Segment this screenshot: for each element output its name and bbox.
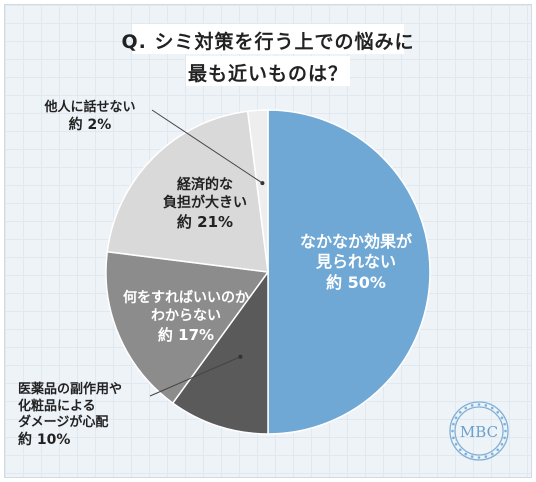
leader-line-4 [151,109,263,184]
logo-dot-3 [496,448,500,452]
chart-title-line-2: 最も近いものは？ [187,63,348,85]
slice-label-1: 医薬品の副作用や 化粧品による ダメージが心配 約 10% [18,382,148,450]
slice-label-4-pct: 約 2% [68,116,112,133]
pie-slice-2 [105,250,270,405]
title-highlight-1 [132,24,404,54]
slice-label-4: 他人に話せない 約 2% [30,100,150,135]
logo-dot-11 [452,436,455,440]
slice-label-2-line-1: わからない [151,307,221,324]
pie-slice-4 [246,109,269,273]
slice-label-2: 何をすればいいのか わからない 約 17% [106,290,266,345]
logo-dot-1 [503,436,506,440]
logo-dot-5 [484,455,488,458]
chart-title-line-1: Q. シミ対策を行う上での悩みに [121,31,415,53]
slice-label-1-line-2: ダメージが心配 [18,415,109,431]
slice-label-1-line-1: 化粧品による [18,398,96,414]
logo-dot-6 [477,456,481,459]
slice-label-3: 経済的な 負担が大きい 約 21% [140,177,270,232]
leader-dot-4 [260,181,265,186]
slice-label-1-line-0: 医薬品の副作用や [18,382,123,397]
logo-dot-18 [477,403,481,406]
slice-label-0: なかなか効果が 見られない 約 50% [286,232,426,293]
slice-label-2-line-0: 何をすればいいのか [123,290,249,306]
slice-label-3-line-0: 経済的な [177,177,233,193]
logo-dot-22 [500,416,504,420]
logo-dot-12 [451,429,454,433]
mbc-logo: MBC [449,401,509,461]
logo-dot-19 [484,404,488,407]
logo-dot-7 [470,455,474,458]
logo-dot-0 [504,429,507,433]
slice-label-0-line-1: 見られない [315,252,396,272]
logo-dot-13 [452,422,455,426]
pie-slice-1 [171,269,269,435]
leader-line-1 [149,356,241,397]
slice-label-2-pct: 約 17% [157,325,215,344]
logo-dot-4 [490,452,494,456]
leader-dot-1 [238,354,243,359]
slice-label-0-line-0: なかなか効果が [299,232,412,251]
logo-dot-10 [454,442,458,446]
logo-dot-9 [458,448,462,452]
logo-dots [451,403,507,459]
slice-label-3-line-1: 負担が大きい [163,194,247,211]
pie-slice-3 [106,110,269,273]
logo-text: MBC [460,423,498,441]
logo-dot-14 [454,416,458,420]
logo-dot-2 [500,442,504,446]
logo-dot-15 [458,410,462,414]
slice-label-0-pct: 約 50% [326,272,386,292]
logo-dot-23 [503,422,506,426]
logo-scallop-ring [449,401,509,461]
pie-slice-0 [267,109,431,435]
logo-dot-8 [464,452,468,456]
logo-dot-16 [464,406,468,410]
title-highlight-2 [186,56,350,86]
logo-dot-20 [490,406,494,410]
logo-dot-21 [496,410,500,414]
slice-label-4-line-0: 他人に話せない [44,100,136,115]
slice-label-3-pct: 約 21% [176,212,234,231]
logo-dot-17 [470,404,474,407]
slice-label-1-pct: 約 10% [18,431,71,448]
